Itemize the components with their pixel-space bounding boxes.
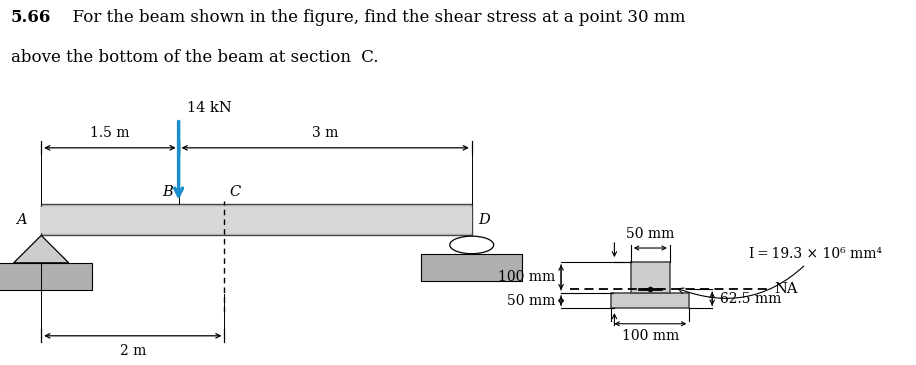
Text: above the bottom of the beam at section   C.: above the bottom of the beam at section … [11, 49, 378, 66]
Bar [611, 293, 689, 308]
Polygon shape [14, 235, 69, 263]
Text: 100 mm: 100 mm [498, 270, 555, 284]
Text: C: C [230, 185, 241, 199]
Bar [631, 262, 670, 293]
Polygon shape [421, 254, 522, 281]
Text: 1.5 m: 1.5 m [90, 126, 130, 140]
Text: 5.66: 5.66 [11, 9, 51, 26]
Text: 100 mm: 100 mm [622, 329, 679, 343]
Text: 50 mm: 50 mm [507, 294, 555, 308]
Text: 2 m: 2 m [120, 344, 146, 358]
Text: 62.5 mm: 62.5 mm [720, 292, 781, 306]
Text: 50 mm: 50 mm [627, 227, 674, 242]
Text: NA: NA [774, 282, 798, 296]
Text: 3 m: 3 m [312, 126, 338, 140]
Bar [41, 204, 472, 235]
Text: I = 19.3 × 10⁶ mm⁴: I = 19.3 × 10⁶ mm⁴ [678, 247, 882, 298]
Text: D: D [478, 213, 490, 227]
Text: B: B [162, 185, 173, 199]
Polygon shape [0, 263, 92, 290]
Circle shape [450, 236, 494, 254]
Text: A: A [16, 213, 27, 227]
Text: For the beam shown in the figure, find the shear stress at a point 30 mm: For the beam shown in the figure, find t… [62, 9, 686, 26]
Text: 14 kN: 14 kN [187, 101, 232, 115]
Polygon shape [41, 207, 472, 233]
